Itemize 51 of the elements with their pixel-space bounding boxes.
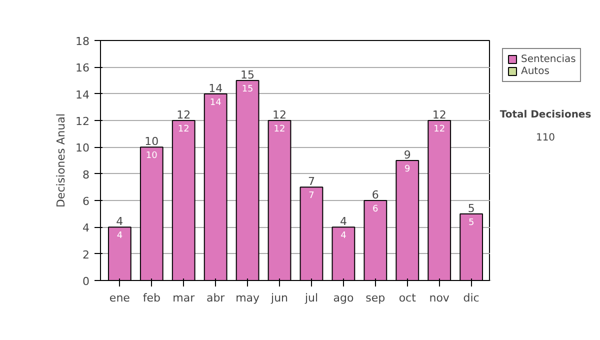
y-tick-label: 12: [76, 115, 90, 128]
total-label: 7: [308, 175, 315, 188]
total-label: 12: [432, 108, 446, 122]
total-label: 5: [468, 202, 475, 215]
legend-label: Autos: [521, 65, 550, 77]
data-label: 10: [146, 151, 158, 162]
data-label: 12: [274, 124, 286, 134]
total-label: 14: [208, 82, 223, 95]
x-tick-label: ago: [333, 292, 354, 304]
x-tick-label: jun: [270, 292, 288, 304]
x-tick-label: dic: [463, 292, 480, 304]
data-label: 12: [434, 124, 446, 134]
y-tick-label: 2: [82, 248, 90, 262]
total-label: 4: [116, 215, 124, 228]
data-label: 12: [178, 124, 190, 134]
text: Total Decisiones: [500, 110, 592, 120]
total-label: 10: [144, 135, 159, 148]
y-tick-label: 16: [76, 62, 90, 75]
y-tick-label: 4: [82, 222, 90, 235]
y-tick-label: 0: [82, 275, 90, 288]
data-label: 9: [404, 164, 411, 174]
y-axis-title: Decisiones Anual: [54, 113, 68, 208]
y-tick-label: 10: [76, 142, 90, 155]
total-label: 4: [340, 215, 347, 228]
data-label: 14: [210, 98, 222, 108]
total-label: 6: [372, 188, 379, 202]
x-tick-label: jul: [304, 292, 318, 304]
total-label: 12: [272, 108, 287, 122]
data-label: 7: [308, 191, 314, 202]
total-label: 15: [240, 68, 255, 82]
x-tick-label: feb: [142, 292, 160, 304]
data-label: 15: [242, 84, 254, 94]
data-label: 4: [116, 231, 123, 242]
total-label: 12: [176, 108, 191, 122]
data-label: 5: [468, 218, 474, 228]
y-tick-label: 6: [82, 195, 90, 208]
x-tick-label: mar: [172, 292, 196, 304]
data-label: 4: [340, 231, 347, 242]
text: 110: [536, 132, 556, 144]
legend-label: Sentencias: [521, 53, 576, 65]
y-tick-label: 14: [76, 88, 90, 102]
x-tick-label: abr: [206, 292, 226, 304]
y-tick-label: 8: [82, 168, 90, 182]
data-label: 6: [372, 204, 379, 214]
total-label: 9: [404, 148, 411, 162]
x-tick-label: sep: [366, 292, 386, 304]
x-tick-label: nov: [429, 292, 450, 304]
x-tick-label: may: [236, 292, 260, 304]
x-tick-label: ene: [109, 292, 130, 304]
y-tick-label: 18: [76, 35, 90, 48]
x-tick-label: oct: [398, 292, 417, 304]
